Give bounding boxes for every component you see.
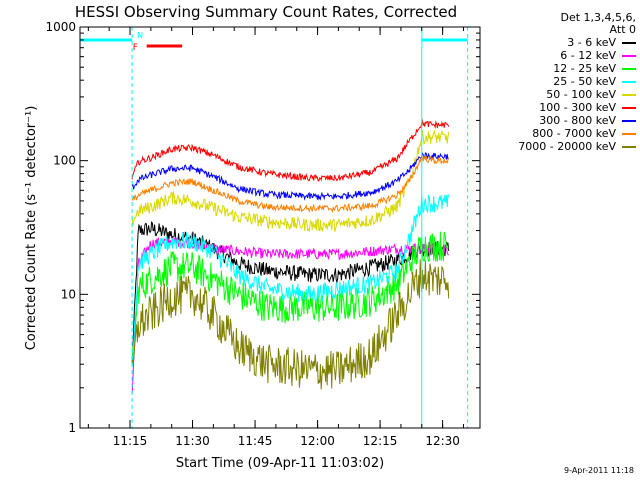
legend-swatch (622, 41, 636, 44)
series-line (131, 193, 450, 364)
y-axis-label: Corrected Count Rate (s⁻¹ detector⁻¹) (24, 106, 39, 351)
x-tick-label: 11:45 (238, 434, 273, 448)
legend-item: 800 - 7000 keV (484, 127, 636, 140)
legend-label: 7000 - 20000 keV (518, 140, 616, 153)
legend-label: 300 - 800 keV (539, 114, 616, 127)
legend-label: 100 - 300 keV (539, 101, 616, 114)
chart-title: HESSI Observing Summary Count Rates, Cor… (75, 3, 457, 21)
legend-label: 3 - 6 keV (567, 36, 616, 49)
legend-item: 100 - 300 keV (484, 101, 636, 114)
x-tick-label: 11:30 (175, 434, 210, 448)
legend-item: 7000 - 20000 keV (484, 140, 636, 153)
y-tick-label: 1 (68, 421, 76, 435)
series-line (131, 152, 450, 201)
legend-item: 300 - 800 keV (484, 114, 636, 127)
legend-header-detectors: Det 1,3,4,5,6, (560, 11, 636, 24)
night-flag-label: N (137, 31, 143, 40)
legend-item: 50 - 100 keV (484, 88, 636, 101)
legend-swatch (622, 106, 636, 109)
y-tick-label: 10 (61, 287, 76, 301)
legend-swatch (622, 54, 636, 57)
axis-layer: 1 10 100 1000 11:15 11:30 11:45 12:00 12:15 12:30 (45, 20, 480, 448)
legend-item: 12 - 25 keV (484, 62, 636, 75)
series-line (131, 129, 450, 233)
x-tick-label: 12:00 (300, 434, 335, 448)
series-line (131, 118, 450, 182)
legend-header-attenuator: Att 0 (609, 23, 636, 36)
legend-swatch (622, 145, 636, 148)
legend: Det 1,3,4,5,6, Att 0 3 - 6 keV 6 - 12 keV… (484, 12, 636, 153)
legend-item: 3 - 6 keV (484, 36, 636, 49)
legend-label: 12 - 25 keV (553, 62, 616, 75)
x-axis-label: Start Time (09-Apr-11 11:03:02) (176, 456, 384, 471)
legend-label: 25 - 50 keV (553, 75, 616, 88)
legend-item: 25 - 50 keV (484, 75, 636, 88)
legend-swatch (622, 132, 636, 135)
legend-label: 6 - 12 keV (560, 49, 616, 62)
legend-swatch (622, 80, 636, 83)
x-tick-label: 12:30 (425, 434, 460, 448)
legend-label: 800 - 7000 keV (532, 127, 616, 140)
legend-swatch (622, 67, 636, 70)
series-layer (131, 118, 450, 395)
legend-swatch (622, 119, 636, 122)
legend-item: 6 - 12 keV (484, 49, 636, 62)
y-tick-label: 1000 (45, 20, 76, 34)
x-tick-label: 12:15 (363, 434, 398, 448)
plot-frame (79, 26, 481, 429)
x-tick-label: 11:15 (113, 434, 148, 448)
series-line (131, 155, 450, 213)
legend-rows: 3 - 6 keV 6 - 12 keV 12 - 25 keV 25 - 50 ke… (484, 36, 636, 153)
y-tick-label: 100 (53, 154, 76, 168)
legend-label: 50 - 100 keV (546, 88, 616, 101)
flare-flag-label: F (133, 43, 138, 53)
series-line (131, 259, 450, 390)
timestamp: 9-Apr-2011 11:18 (564, 466, 634, 475)
legend-swatch (622, 93, 636, 96)
